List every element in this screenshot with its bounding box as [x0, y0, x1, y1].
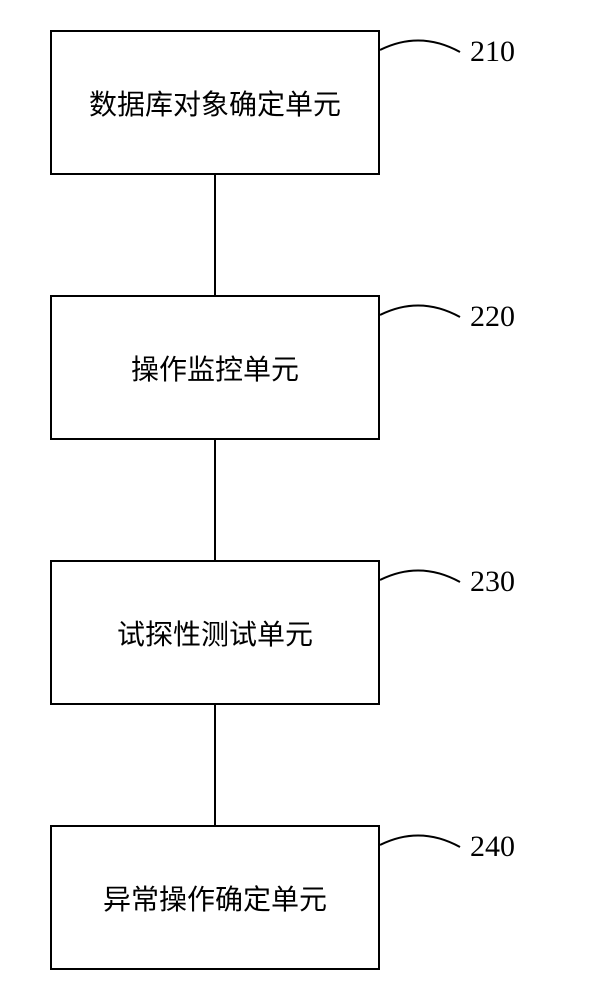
leader-n3	[380, 570, 460, 582]
node-label: 数据库对象确定单元	[89, 83, 341, 123]
node-operation-monitor-unit: 操作监控单元	[50, 295, 380, 440]
leader-n4	[380, 835, 460, 847]
node-tentative-test-unit: 试探性测试单元	[50, 560, 380, 705]
ref-label-210: 210	[470, 35, 515, 69]
node-abnormal-op-unit: 异常操作确定单元	[50, 825, 380, 970]
flowchart-canvas: 数据库对象确定单元 210 操作监控单元 220 试探性测试单元 230 异常操…	[0, 0, 593, 1000]
node-label: 试探性测试单元	[117, 613, 313, 653]
leader-n1	[380, 40, 460, 52]
leader-n2	[380, 305, 460, 317]
node-label: 操作监控单元	[131, 348, 299, 388]
ref-label-240: 240	[470, 830, 515, 864]
ref-label-230: 230	[470, 565, 515, 599]
node-label: 异常操作确定单元	[103, 878, 327, 918]
node-db-object-unit: 数据库对象确定单元	[50, 30, 380, 175]
ref-label-220: 220	[470, 300, 515, 334]
